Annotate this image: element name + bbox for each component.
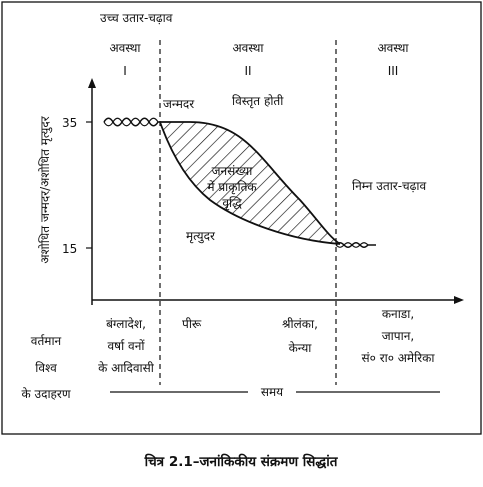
stage3-example-1: कनाडा, bbox=[382, 307, 414, 321]
time-label: समय bbox=[261, 385, 284, 399]
examples-row-label-1: वर्तमान bbox=[31, 334, 62, 348]
stage2-example-srilanka: श्रीलंका, bbox=[282, 317, 318, 331]
expanding-label: विस्तृत होती bbox=[232, 94, 284, 109]
stage-2-heading: अवस्था bbox=[232, 41, 264, 55]
high-fluctuation-line-2 bbox=[103, 117, 159, 127]
y-tick-15: 15 bbox=[62, 242, 77, 256]
stage3-example-3: सं० रा० अमेरिका bbox=[362, 351, 436, 365]
stage-3-numeral: III bbox=[388, 64, 399, 78]
low-fluctuation-label: निम्न उतार-चढ़ाव bbox=[352, 179, 427, 193]
stage2-example-peru: पीरू bbox=[182, 317, 202, 331]
x-axis-arrow bbox=[454, 296, 464, 304]
stage-1-heading: अवस्था bbox=[109, 41, 141, 55]
y-tick-35: 35 bbox=[62, 116, 77, 130]
stage2-example-kenya: केन्या bbox=[289, 341, 313, 355]
natural-growth-label-3: वृद्धि bbox=[222, 196, 242, 211]
stage1-example-2: वर्षा वनों bbox=[108, 339, 146, 353]
birth-rate-label: जन्मदर bbox=[163, 97, 195, 111]
figure-caption: चित्र 2.1–जनांकिकीय संक्रमण सिद्धांत bbox=[144, 453, 339, 470]
stage-1-numeral: I bbox=[123, 64, 127, 78]
birth-rate-curve bbox=[160, 121, 341, 245]
death-rate-curve bbox=[159, 121, 341, 245]
examples-row-label-2: विश्व bbox=[35, 361, 57, 375]
natural-growth-label-1: जनसंख्या bbox=[212, 164, 254, 178]
stage-3-heading: अवस्था bbox=[377, 41, 409, 55]
figure-border bbox=[1, 1, 482, 435]
y-axis-arrow bbox=[88, 78, 96, 88]
natural-growth-label-2: में प्राकृतिक bbox=[207, 180, 257, 195]
stage1-example-1: बंग्लादेश, bbox=[106, 317, 146, 331]
stage-2-numeral: II bbox=[244, 64, 251, 78]
top-label: उच्च उतार-चढ़ाव bbox=[100, 11, 173, 25]
death-rate-label: मृत्युदर bbox=[186, 229, 216, 244]
stage3-example-2: जापान, bbox=[382, 329, 414, 343]
stage1-example-3: के आदिवासी bbox=[98, 361, 155, 375]
examples-row-label-3: के उदाहरण bbox=[21, 387, 70, 401]
y-axis-label: अशोधित जन्मदर/अशोधित मृत्युदर bbox=[38, 115, 53, 263]
low-fluctuation-line-2 bbox=[335, 242, 369, 248]
